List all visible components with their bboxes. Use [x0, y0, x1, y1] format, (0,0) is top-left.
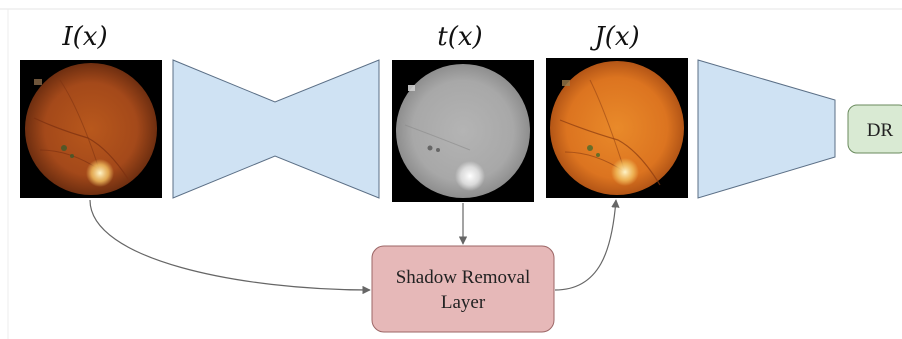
shadow-removal-label-line1: Shadow Removal	[396, 267, 531, 288]
arrow-input-to-shadow-layer	[89, 199, 371, 295]
shadow-removal-label-line2: Layer	[441, 292, 486, 313]
transmission-label: t(x)	[437, 22, 482, 52]
classifier-network	[697, 59, 836, 199]
output-label: J(x)	[589, 22, 639, 52]
input-fundus-image	[20, 60, 162, 198]
transmission-map-image	[392, 60, 534, 202]
dr-output-label: DR	[867, 120, 894, 141]
output-fundus-image	[546, 58, 688, 198]
dr-output-box	[847, 104, 902, 154]
encoder-decoder-network	[172, 59, 380, 199]
input-label: I(x)	[61, 22, 107, 52]
shadow-removal-layer-box	[371, 245, 555, 333]
arrow-shadow-layer-to-output	[554, 199, 620, 291]
